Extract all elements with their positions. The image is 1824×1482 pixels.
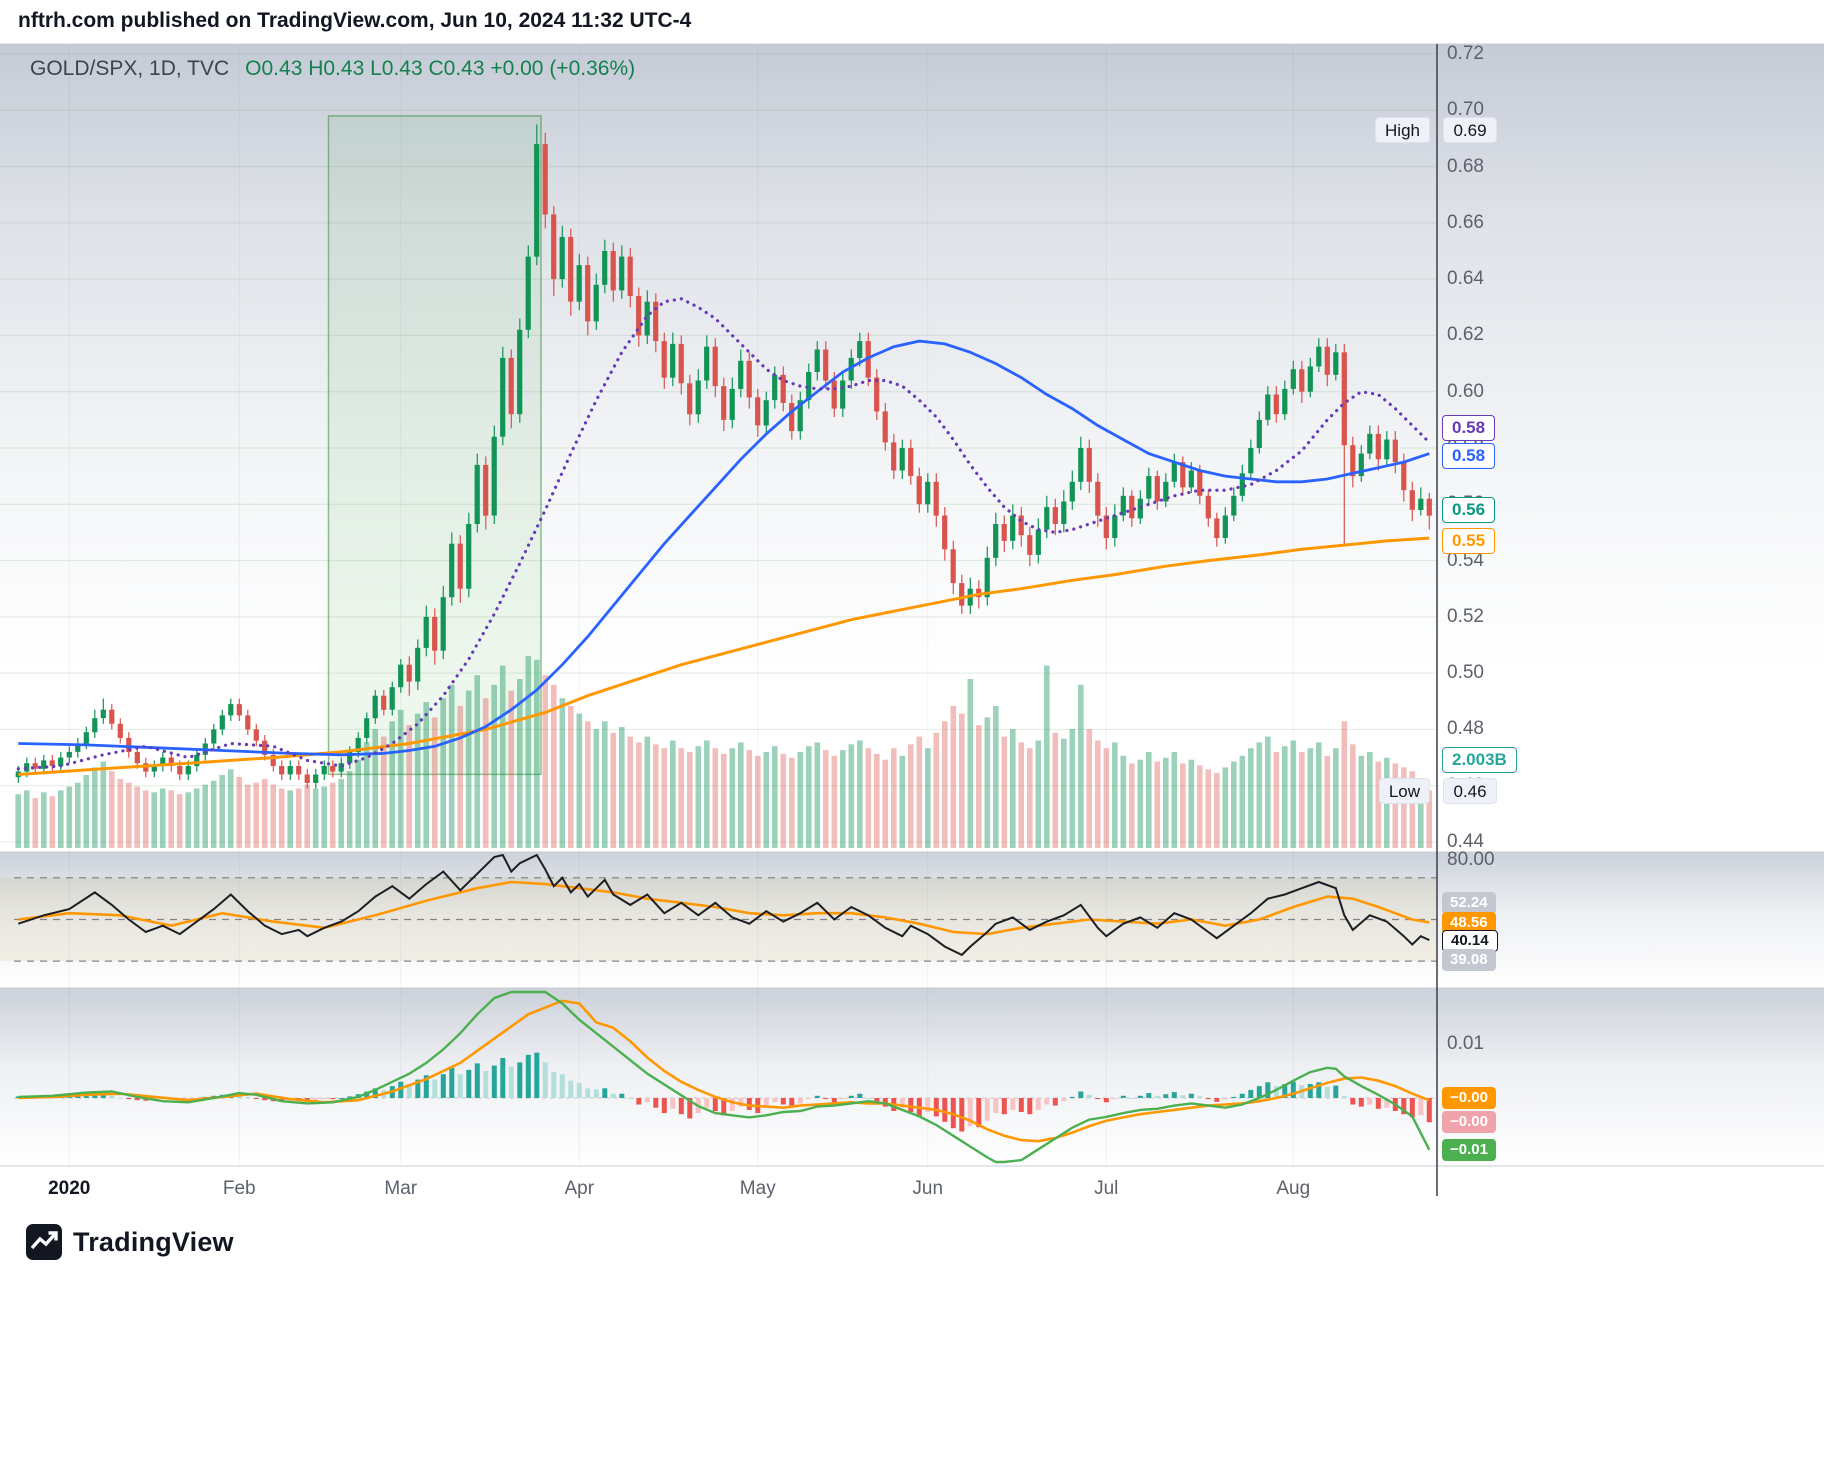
ohlc-values: O0.43 H0.43 L0.43 C0.43 +0.00 (+0.36%) <box>245 57 636 80</box>
tradingview-logo[interactable]: TradingView <box>26 1224 234 1260</box>
ma-fast-line[interactable] <box>18 339 1430 757</box>
macd-line[interactable] <box>18 990 1431 1164</box>
tradingview-wordmark: TradingView <box>73 1226 234 1257</box>
highlight-box[interactable] <box>327 115 542 776</box>
ma-dotted-line[interactable] <box>16 297 1431 771</box>
rsi-line[interactable] <box>17 853 1430 957</box>
symbol-legend[interactable]: GOLD/SPX, 1D, TVC O0.43 H0.43 L0.43 C0.43… <box>30 57 635 81</box>
price-chart[interactable] <box>0 0 1824 1212</box>
tradingview-logo-icon <box>26 1224 62 1260</box>
symbol-title[interactable]: GOLD/SPX, 1D, TVC <box>30 57 230 80</box>
volume-bars <box>15 656 1433 848</box>
rsi-signal-line[interactable] <box>18 880 1430 936</box>
candlesticks <box>15 124 1432 789</box>
ma-slow-line[interactable] <box>18 536 1430 776</box>
attribution-header: nftrh.com published on TradingView.com, … <box>18 9 692 32</box>
macd-pane-bg <box>0 988 1824 1166</box>
